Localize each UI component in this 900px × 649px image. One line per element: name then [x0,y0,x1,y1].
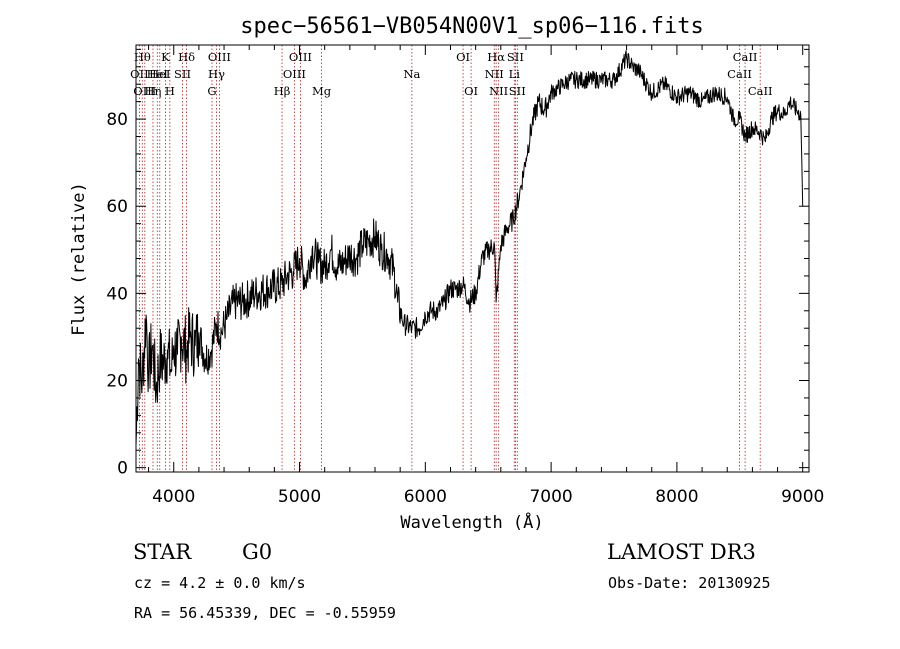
line-label: Hα [487,50,505,64]
line-label: OIII [208,50,231,64]
line-label: Na [403,67,420,81]
x-axis-ticks: 4000 5000 6000 7000 8000 9000 [148,45,824,507]
plot-frame [135,44,810,473]
line-label: Hβ [274,84,291,98]
line-label: OII [130,67,149,81]
object-class: STAR [133,540,192,564]
x-tick-label: 5000 [278,487,321,507]
x-tick-label: 9000 [781,487,824,507]
line-label: Hγ [208,67,225,81]
line-label: NII [485,67,504,81]
x-tick-label: 4000 [152,487,195,507]
y-axis-label: Flux (relative) [69,182,89,336]
y-tick-label: 80 [106,110,128,130]
line-label: OIII [133,84,156,98]
y-tick-label: 60 [106,197,128,217]
line-label: CaII [733,50,758,64]
line-label: SII [174,67,191,81]
redshift-velocity: cz = 4.2 ± 0.0 km/s [134,574,306,592]
spectral-line-labels: OIIHθOIIIHηHeIHeIKHSIIHδGHγOIIIHβOIIIOII… [130,50,772,98]
line-label: G [207,84,216,98]
line-label: OIII [283,67,306,81]
x-tick-label: 6000 [404,487,447,507]
object-subclass: G0 [242,540,273,564]
line-label: Li [509,67,521,81]
spectrum-series [135,50,804,446]
line-label: SII [509,84,526,98]
line-label: Hδ [178,50,195,64]
line-label: CaII [727,67,752,81]
line-label: Hη [145,84,162,98]
line-label: K [161,50,170,64]
line-label: Mg [312,84,332,98]
line-label: SII [507,50,524,64]
line-label: NII [489,84,508,98]
spectrum-line [135,50,804,446]
x-tick-label: 8000 [655,487,698,507]
line-label: HeI [147,67,168,81]
line-label: CaII [748,84,773,98]
y-axis-ticks: 0 20 40 60 80 [106,48,809,479]
line-label: H [165,84,175,98]
spectral-line-markers [138,45,761,472]
observation-date: Obs-Date: 20130925 [608,574,771,592]
chart-title: spec−56561−VB054N00V1_sp06−116.fits [240,14,704,39]
survey-name: LAMOST DR3 [607,540,756,564]
y-tick-label: 20 [106,372,128,392]
line-label: OI [456,50,470,64]
line-label: HeI [149,67,170,81]
line-label: Hθ [134,50,151,64]
x-tick-label: 7000 [529,487,572,507]
line-label: OIII [289,50,312,64]
sky-coordinates: RA = 56.45339, DEC = -0.55959 [134,604,396,622]
y-tick-label: 40 [106,284,128,304]
x-axis-label: Wavelength (Å) [400,511,543,533]
y-tick-label: 0 [117,459,128,479]
line-label: OI [464,84,478,98]
